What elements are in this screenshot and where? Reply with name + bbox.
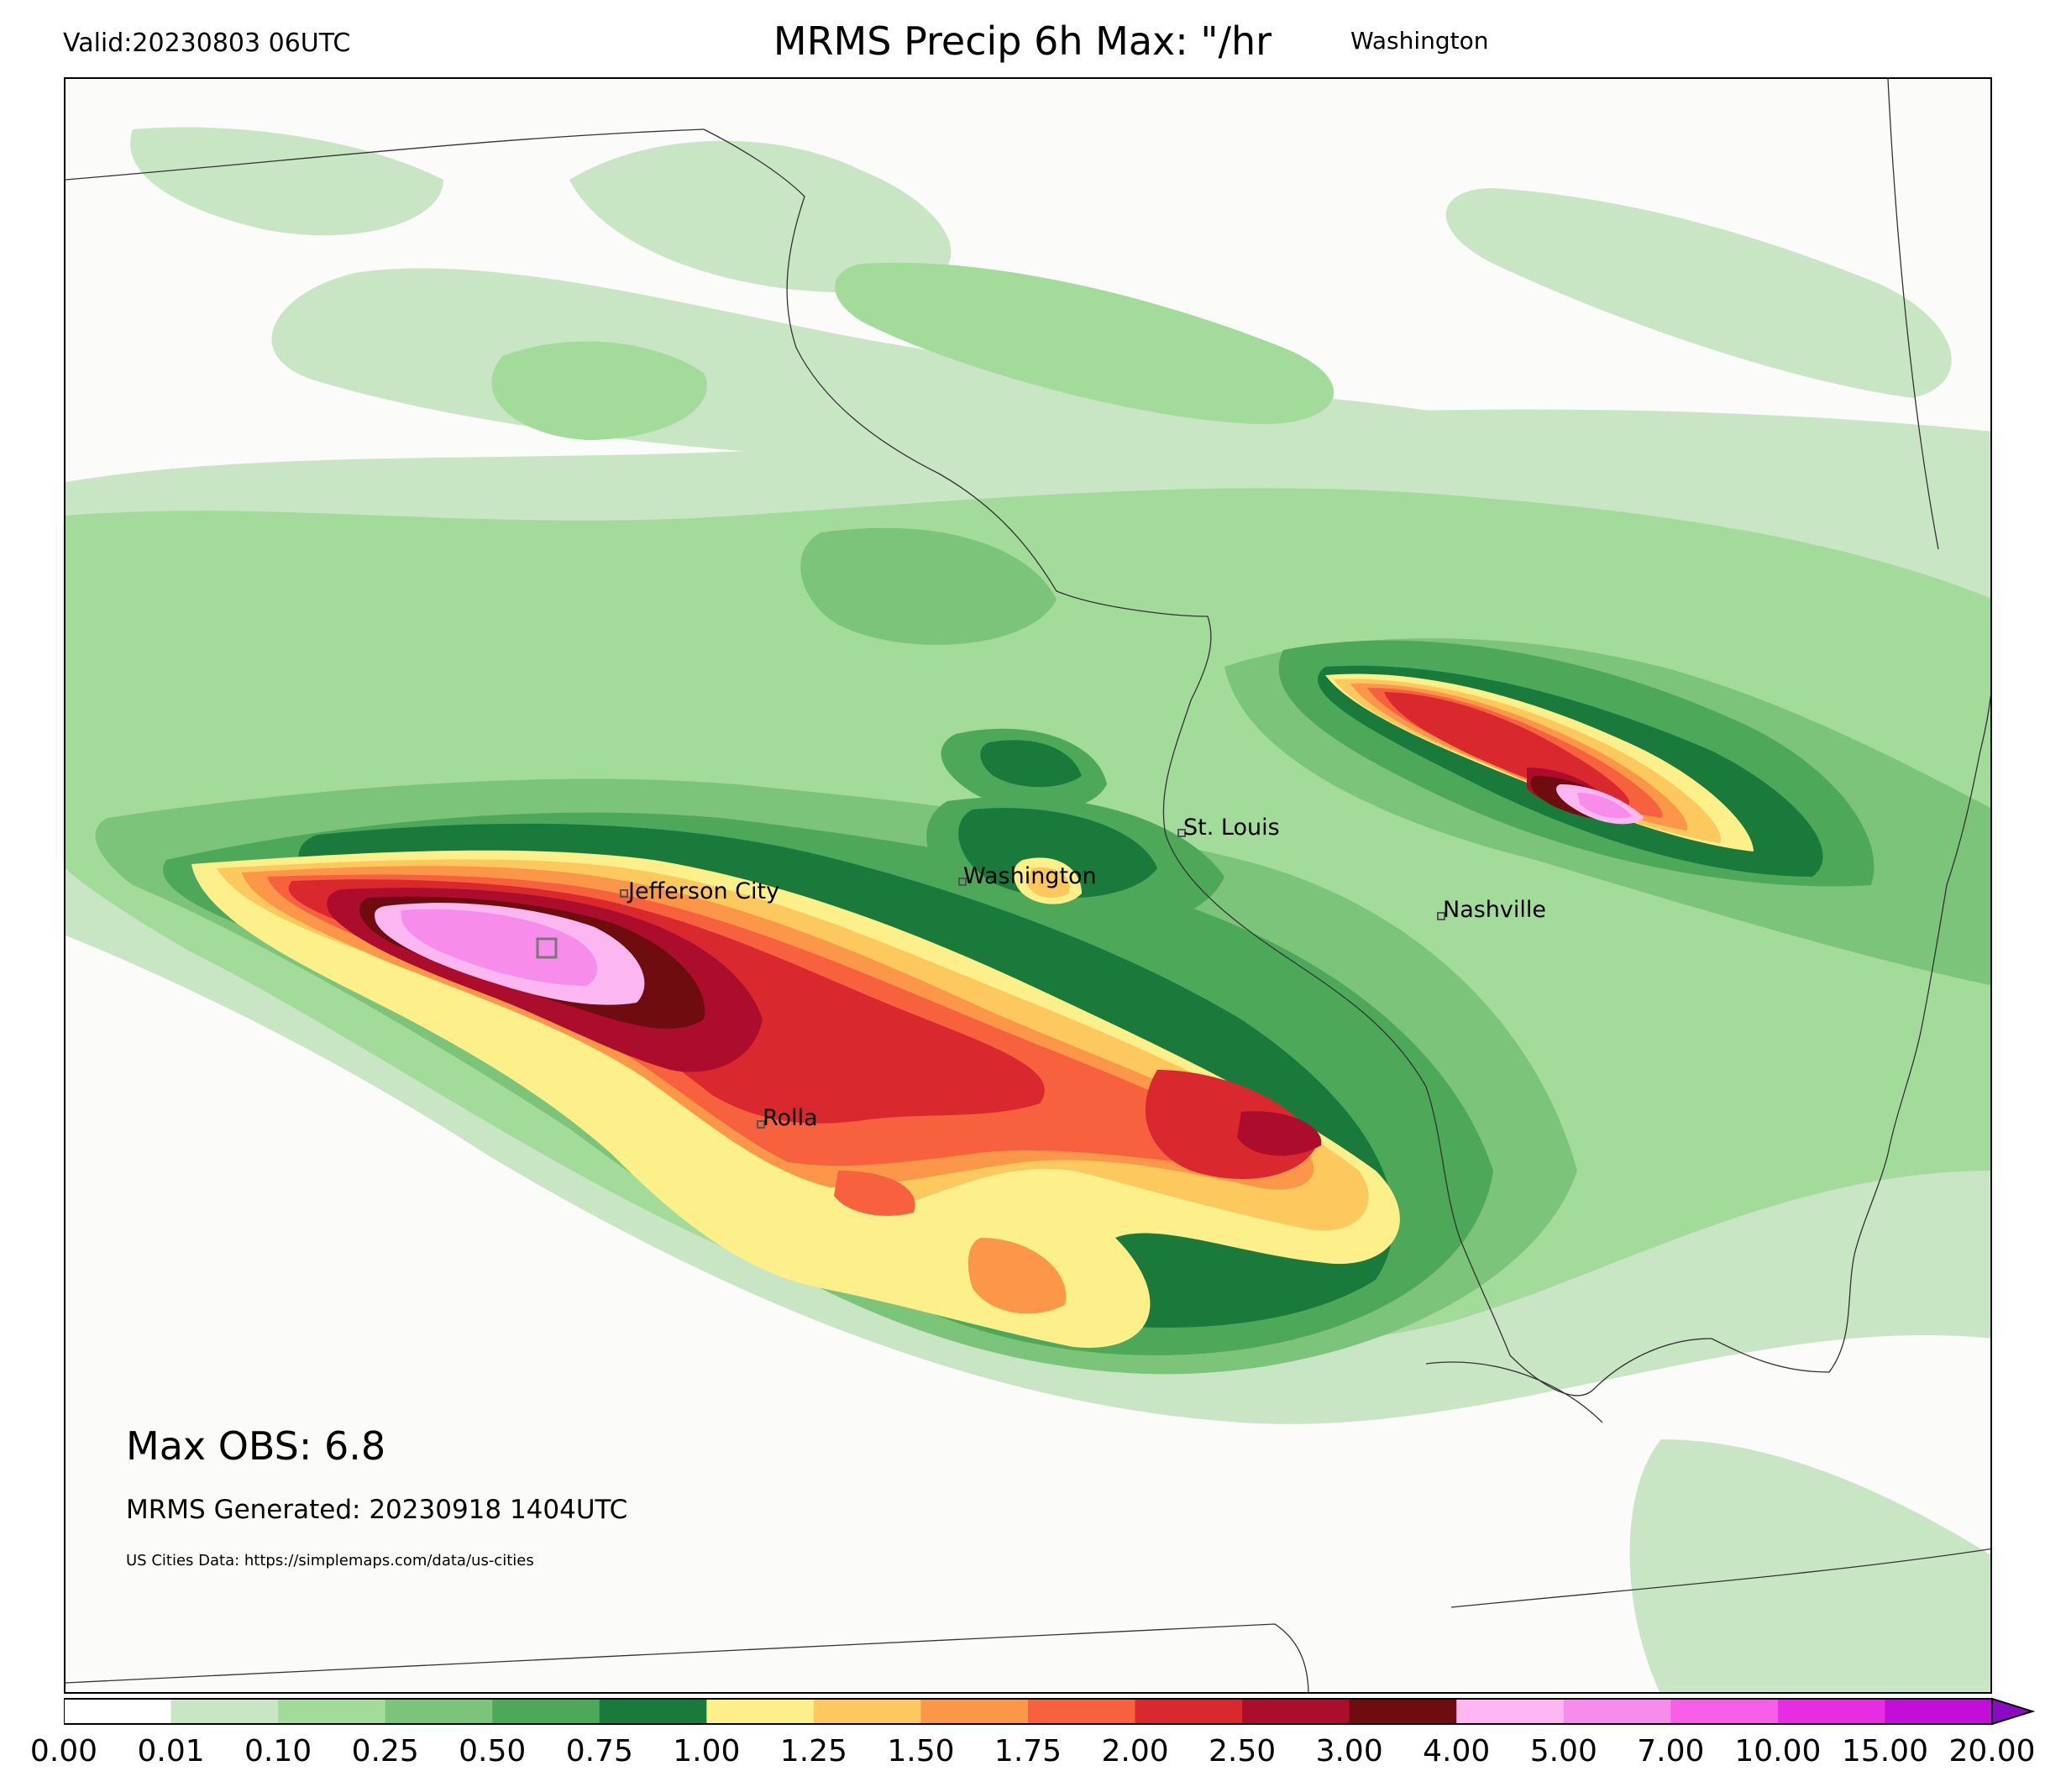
colorbar-tick-label: 2.50 bbox=[1209, 1734, 1277, 1768]
city-marker-jefferson-city bbox=[620, 889, 628, 898]
max-obs-marker bbox=[536, 937, 558, 959]
colorbar-tick-label: 0.75 bbox=[565, 1734, 633, 1768]
colorbar-tick-label: 1.75 bbox=[994, 1734, 1062, 1768]
colorbar-segment bbox=[1349, 1699, 1457, 1724]
colorbar-segment bbox=[385, 1699, 493, 1724]
colorbar-tick-label: 20.00 bbox=[1948, 1734, 2036, 1768]
city-label-washington: Washington bbox=[963, 863, 1097, 889]
map-title: MRMS Precip 6h Max: "/hr bbox=[773, 18, 1272, 64]
colorbar-tick-label: 0.25 bbox=[351, 1734, 419, 1768]
colorbar-tick-label: 1.00 bbox=[673, 1734, 741, 1768]
colorbar-tick-label: 1.50 bbox=[887, 1734, 955, 1768]
colorbar-tick-label: 5.00 bbox=[1529, 1734, 1597, 1768]
colorbar-tick-label: 3.00 bbox=[1315, 1734, 1383, 1768]
max-obs-text: Max OBS: 6.8 bbox=[126, 1423, 386, 1469]
colorbar-segment bbox=[1135, 1699, 1243, 1724]
colorbar-segment bbox=[920, 1699, 1029, 1724]
city-marker-rolla bbox=[757, 1120, 765, 1129]
valid-time: Valid:20230803 06UTC bbox=[63, 29, 351, 58]
colorbar-tick-label: 15.00 bbox=[1841, 1734, 1928, 1768]
city-marker-washington bbox=[958, 878, 967, 886]
city-marker-st-louis bbox=[1177, 829, 1186, 837]
city-source-text: US Cities Data: https://simplemaps.com/d… bbox=[126, 1552, 534, 1569]
city-marker-nashville bbox=[1437, 912, 1445, 920]
colorbar-tick-label: 7.00 bbox=[1637, 1734, 1705, 1768]
colorbar-tick-label: 0.00 bbox=[29, 1734, 98, 1768]
colorbar-segment bbox=[1670, 1699, 1779, 1724]
colorbar-segment bbox=[1885, 1699, 1993, 1724]
precip-map[interactable]: Jefferson City Washington St. Louis Nash… bbox=[64, 77, 1992, 1694]
colorbar-segment bbox=[1777, 1699, 1885, 1724]
city-label-nashville: Nashville bbox=[1443, 897, 1547, 923]
colorbar-segment bbox=[170, 1699, 279, 1724]
colorbar-segment bbox=[1028, 1699, 1136, 1724]
city-label-st-louis: St. Louis bbox=[1183, 815, 1280, 841]
city-label-rolla: Rolla bbox=[763, 1105, 818, 1131]
colorbar-tick-label: 0.10 bbox=[244, 1734, 312, 1768]
colorbar-segment bbox=[278, 1699, 386, 1724]
colorbar-segment bbox=[706, 1699, 815, 1724]
colorbar-tick-label: 2.00 bbox=[1101, 1734, 1169, 1768]
colorbar-tick-label: 4.00 bbox=[1423, 1734, 1491, 1768]
city-label-jefferson-city: Jefferson City bbox=[628, 878, 780, 904]
precip-field bbox=[66, 79, 1990, 1692]
colorbar bbox=[64, 1697, 2036, 1726]
colorbar-segment bbox=[64, 1699, 172, 1724]
colorbar-segment bbox=[813, 1699, 921, 1724]
colorbar-segment bbox=[1456, 1699, 1565, 1724]
colorbar-tick-label: 0.01 bbox=[137, 1734, 205, 1768]
colorbar-tick-label: 0.50 bbox=[459, 1734, 527, 1768]
colorbar-extend-arrow bbox=[1991, 1697, 2036, 1726]
colorbar-segment bbox=[1242, 1699, 1350, 1724]
colorbar-segment bbox=[492, 1699, 600, 1724]
title-place-label: Washington bbox=[1350, 27, 1489, 55]
colorbar-segment bbox=[1563, 1699, 1671, 1724]
precip-level-500 bbox=[401, 793, 1632, 986]
generated-text: MRMS Generated: 20230918 1404UTC bbox=[126, 1495, 628, 1525]
colorbar-tick-label: 10.00 bbox=[1734, 1734, 1822, 1768]
colorbar-frame bbox=[64, 1698, 1993, 1725]
colorbar-segment bbox=[599, 1699, 707, 1724]
colorbar-tick-label: 1.25 bbox=[779, 1734, 847, 1768]
